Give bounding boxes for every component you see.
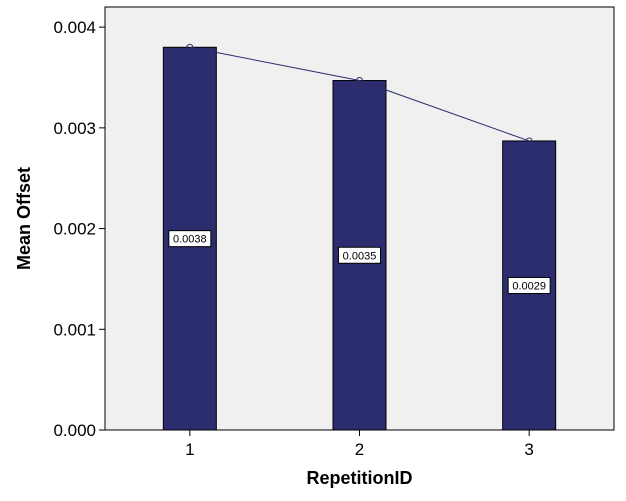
data-label-text: 0.0035: [343, 250, 377, 262]
mean-point-3: [525, 137, 533, 145]
data-label-text: 0.0029: [512, 280, 546, 292]
mean-line-path: [189, 46, 530, 142]
data-label-3: 0.0029: [507, 276, 551, 294]
data-label-box: [338, 246, 381, 264]
x-tick-label: 2: [355, 440, 364, 459]
y-tick-label: 0.000: [53, 421, 96, 440]
data-labels: 0.0038 0.0035 0.0029: [168, 230, 551, 294]
data-label-box: [168, 230, 212, 248]
data-label-text: 0.0038: [173, 234, 207, 246]
y-tick-label: 0.001: [53, 320, 96, 339]
x-tick-label: 3: [524, 440, 533, 459]
y-tick-label: 0.002: [53, 220, 96, 239]
mean-point-2: [356, 77, 363, 85]
y-tick-label: 0.003: [53, 119, 96, 138]
data-label-2: 0.0035: [338, 246, 381, 264]
y-axis-title: Mean Offset: [14, 167, 34, 270]
data-label-1: 0.0038: [168, 230, 212, 248]
y-tick-label: 0.004: [53, 18, 96, 37]
mean-line: [186, 43, 533, 145]
x-axis-title: RepetitionID: [307, 468, 413, 488]
x-axis: 1 2 3: [105, 429, 614, 459]
y-axis: 0.000 0.001 0.002 0.003 0.004: [53, 7, 106, 440]
x-tick-label: 1: [185, 440, 194, 459]
mean-point-1: [186, 43, 194, 51]
data-label-box: [507, 276, 551, 294]
